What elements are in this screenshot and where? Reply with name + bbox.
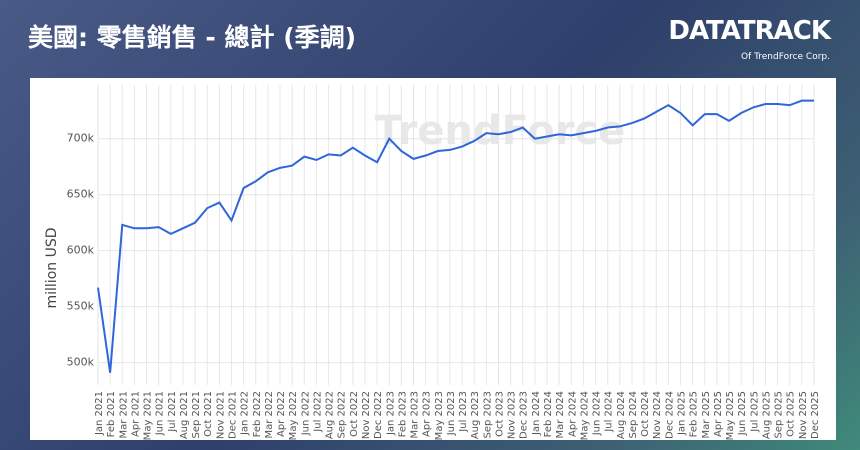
x-tick-label: Jun 2024 [592, 391, 603, 436]
x-tick-label: Sep 2022 [337, 391, 348, 438]
x-tick-label: Aug 2022 [325, 391, 336, 439]
x-tick-label: Jun 2021 [155, 391, 166, 436]
line [97, 99, 814, 373]
x-tick-label: Feb 2025 [689, 391, 700, 437]
x-tick-label: Jun 2022 [300, 391, 311, 436]
x-tick-label: Jul 2025 [749, 391, 760, 433]
x-tick-label: May 2022 [288, 391, 299, 440]
x-tick-label: Sep 2023 [482, 391, 493, 438]
x-tick-label: Dec 2025 [810, 391, 821, 439]
chart-panel: TrendForce million USD Jan 2021 Feb 2021 M… [30, 78, 836, 440]
x-tick-label: Apr 2021 [130, 391, 141, 437]
x-tick-label: Jan 2024 [531, 391, 542, 436]
x-tick-label: Jun 2025 [737, 391, 748, 436]
x-tick-label: Jan 2022 [240, 391, 251, 436]
x-tick-label: Oct 2023 [494, 391, 505, 437]
logo-subtitle: Of TrendForce Corp. [740, 52, 830, 62]
x-tick-label: May 2024 [579, 391, 590, 440]
x-tick-label: Jun 2023 [446, 391, 457, 436]
x-tick-label: Mar 2021 [118, 391, 129, 439]
x-tick-label: May 2023 [434, 391, 445, 440]
x-tick-label: Feb 2023 [397, 391, 408, 437]
x-tick-label: Oct 2024 [640, 391, 651, 437]
y-tick-label: 650k [67, 188, 95, 201]
page-title: 美國: 零售銷售 - 總計 (季調) [28, 23, 357, 52]
x-tick-label: Dec 2024 [664, 391, 675, 439]
x-tick-label: Jan 2021 [94, 391, 105, 436]
y-axis-label: million USD [44, 228, 60, 309]
x-tick-label: Mar 2023 [410, 391, 421, 439]
x-tick-label: Sep 2021 [191, 391, 202, 438]
watermark: TrendForce [375, 108, 626, 154]
y-tick-label: 700k [67, 132, 95, 145]
x-tick-label: Sep 2025 [774, 391, 785, 438]
x-tick-label: Apr 2022 [276, 391, 287, 437]
x-tick-label: May 2025 [725, 391, 736, 440]
x-tick-label: Mar 2024 [555, 391, 566, 439]
x-tick-label: Dec 2021 [227, 391, 238, 439]
y-tick-label: 500k [67, 356, 95, 369]
x-tick-label: Nov 2021 [215, 391, 226, 439]
x-tick-label: Nov 2022 [361, 391, 372, 439]
x-tick-label: Jan 2023 [385, 391, 396, 436]
x-tick-label: Mar 2022 [264, 391, 275, 439]
x-tick-label: Nov 2024 [652, 391, 663, 439]
x-tick-label: Mar 2025 [701, 391, 712, 439]
y-tick-label: 550k [67, 300, 95, 313]
x-tick-label: Aug 2023 [470, 391, 481, 439]
x-tick-label: Feb 2022 [252, 391, 263, 437]
x-tick-label: Jul 2023 [458, 391, 469, 433]
x-tick-label: Oct 2025 [786, 391, 797, 437]
x-tick-label: Aug 2025 [761, 391, 772, 439]
x-tick-label: Feb 2024 [543, 391, 554, 437]
x-tick-label: Dec 2022 [373, 391, 384, 439]
x-tick-label: Jul 2022 [312, 391, 323, 433]
x-tick-label: Oct 2021 [203, 391, 214, 437]
x-tick-label: Apr 2025 [713, 391, 724, 437]
x-tick-label: Apr 2024 [567, 391, 578, 437]
x-tick-label: Oct 2022 [349, 391, 360, 437]
x-tick-label: Feb 2021 [106, 391, 117, 437]
x-tick-label: Jul 2021 [167, 391, 178, 433]
x-tick-label: Nov 2023 [507, 391, 518, 439]
chart: TrendForce million USD Jan 2021 Feb 2021 M… [44, 85, 821, 440]
x-tick-label: Jul 2024 [604, 391, 615, 433]
logo: DATATRACK [668, 16, 831, 46]
x-tick-label: Apr 2023 [422, 391, 433, 437]
x-tick-label: Jan 2025 [677, 391, 688, 436]
x-tick-label: Aug 2024 [616, 391, 627, 439]
x-tick-label: Sep 2024 [628, 391, 639, 438]
x-tick-label: May 2021 [143, 391, 154, 440]
x-tick-label: Dec 2023 [519, 391, 530, 439]
x-tick-label: Nov 2025 [798, 391, 809, 439]
y-tick-label: 600k [67, 244, 95, 257]
x-tick-label: Aug 2021 [179, 391, 190, 439]
